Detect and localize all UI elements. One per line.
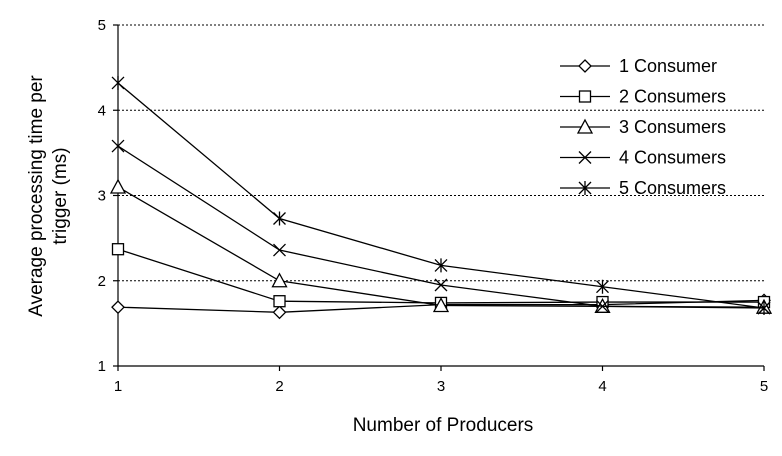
data-point-s4-x3 [434, 278, 448, 292]
series-line-3 [117, 186, 765, 308]
y-axis-title-line-1: Average processing time per [26, 75, 47, 317]
data-point-s2-x2 [273, 295, 286, 308]
legend-item-3: 3 Consumers [560, 117, 726, 137]
x-tick-labels: 1 2 3 4 5 [114, 366, 768, 395]
legend-item-4: 4 Consumers [560, 148, 726, 168]
legend-marker-5 [578, 181, 592, 195]
legend-label-5: 5 Consumers [619, 178, 726, 198]
legend-marker-4 [578, 151, 592, 164]
data-point-s2-x1 [111, 243, 125, 256]
x-tick-label-3: 3 [437, 378, 445, 395]
y-axis-title: Average processing time per trigger (ms) [26, 75, 71, 317]
x-tick-label-1: 1 [114, 378, 122, 395]
x-tick-label-5: 5 [760, 378, 768, 395]
y-tick-label-1: 1 [98, 358, 106, 375]
x-tick-label-4: 4 [598, 378, 606, 395]
y-tick-labels: 1 2 3 4 5 [98, 17, 118, 375]
series-group [109, 75, 773, 320]
data-point-s5-x5 [757, 301, 771, 316]
legend-label-1: 1 Consumer [619, 56, 717, 76]
legend-label-4: 4 Consumers [619, 148, 726, 168]
legend-label-2: 2 Consumers [619, 87, 726, 107]
legend: 1 Consumer 2 Consumers 3 Consumers 4 Consum… [560, 56, 726, 198]
legend-marker-1 [578, 59, 592, 73]
y-tick-label-5: 5 [98, 17, 106, 34]
series-line-4 [117, 145, 765, 309]
legend-marker-2 [578, 90, 592, 103]
data-point-s1-x2 [272, 305, 287, 320]
legend-label-3: 3 Consumers [619, 117, 726, 137]
y-tick-label-3: 3 [98, 188, 106, 205]
legend-marker-3 [576, 118, 594, 134]
x-tick-label-2: 2 [275, 378, 283, 395]
legend-item-5: 5 Consumers [560, 178, 726, 198]
x-axis-title: Number of Producers [353, 415, 534, 436]
data-point-s5-x4 [596, 279, 609, 294]
data-point-s4-x1 [111, 139, 125, 153]
data-point-s5-x3 [434, 258, 448, 273]
data-point-s4-x2 [273, 243, 286, 257]
data-point-s5-x2 [273, 211, 286, 226]
data-point-s5-x1 [111, 75, 125, 90]
data-point-s4-x4 [596, 299, 609, 313]
y-tick-label-2: 2 [98, 273, 106, 290]
series-3 [109, 178, 773, 314]
legend-item-1: 1 Consumer [560, 56, 717, 76]
data-point-s3-x1 [109, 178, 127, 194]
legend-item-2: 2 Consumers [560, 87, 726, 107]
y-axis-title-line-2: trigger (ms) [50, 147, 71, 244]
data-point-s3-x3 [432, 297, 450, 313]
data-point-s1-x1 [111, 300, 125, 315]
series-5 [111, 75, 771, 316]
data-point-s3-x2 [271, 272, 288, 288]
y-tick-label-4: 4 [98, 102, 106, 119]
